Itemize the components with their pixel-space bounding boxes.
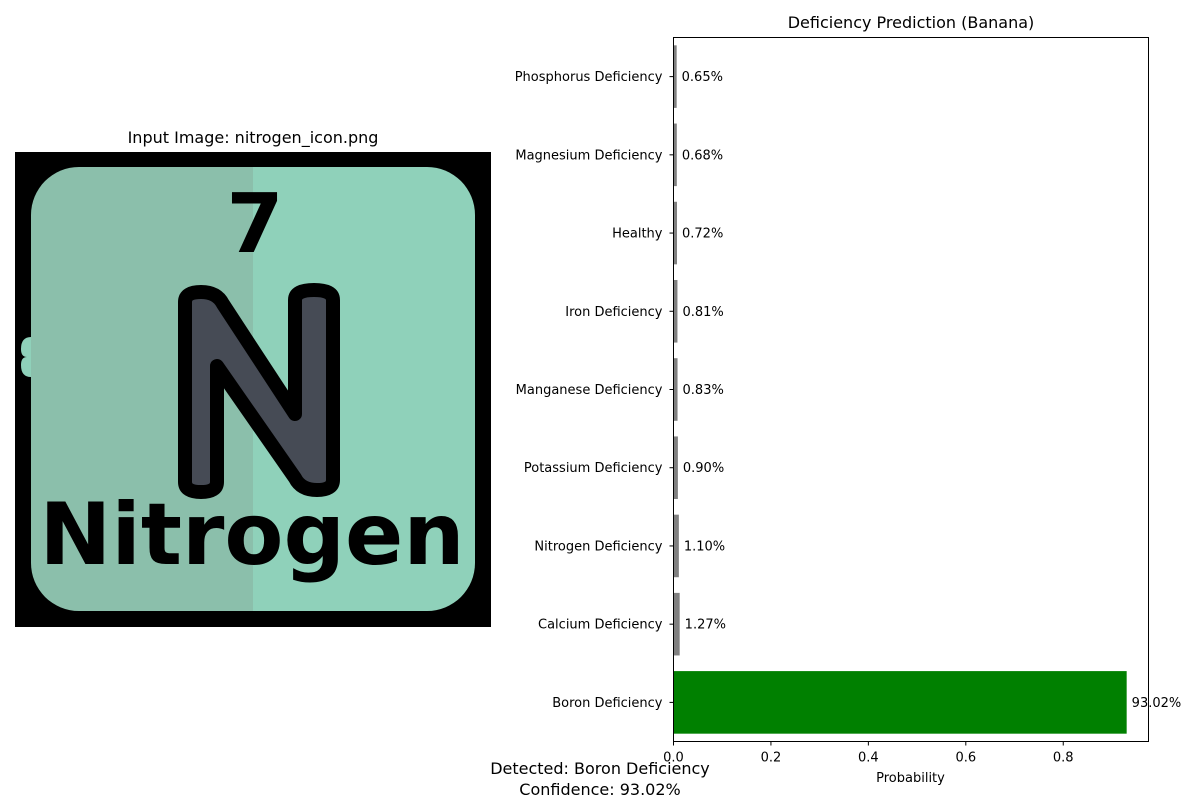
icon-element-name: Nitrogen [39, 485, 464, 585]
bar-value-label: 0.65% [682, 70, 723, 85]
bar [673, 201, 678, 265]
x-tick-label: 0.6 [955, 751, 976, 766]
y-tick-label: Potassium Deficiency [524, 461, 663, 476]
bar-value-label: 1.10% [684, 539, 725, 554]
x-tick-label: 0.4 [858, 751, 879, 766]
y-tick-label: Boron Deficiency [552, 696, 663, 711]
icon-left-notch [21, 337, 31, 377]
confidence-result: Confidence: 93.02% [519, 780, 681, 799]
icon-atomic-number: 7 [226, 177, 283, 272]
x-tick-label: 0.8 [1053, 751, 1074, 766]
bar-value-label: 0.81% [682, 305, 723, 320]
plot-frame [673, 37, 1149, 742]
bar-value-label: 0.72% [682, 227, 723, 242]
bar [673, 123, 677, 187]
nitrogen-element-icon: 7 Nitrogen [15, 152, 491, 627]
bar [673, 45, 677, 108]
y-tick-label: Iron Deficiency [565, 305, 663, 320]
bar-value-label: 0.68% [682, 148, 723, 163]
y-tick-label: Phosphorus Deficiency [515, 70, 663, 85]
y-tick-label: Calcium Deficiency [538, 618, 663, 633]
icon-tile-right-half [253, 167, 475, 611]
y-tick-label: Nitrogen Deficiency [534, 539, 662, 554]
y-tick-label: Healthy [612, 227, 663, 242]
bar-value-label: 1.27% [685, 618, 726, 633]
bar-value-label: 93.02% [1132, 696, 1182, 711]
x-axis-label: Probability [876, 771, 945, 786]
icon-letter-n [178, 283, 340, 499]
y-axis: Boron Deficiency Calcium Deficiency Nitrog… [515, 70, 674, 711]
y-tick-label: Manganese Deficiency [516, 383, 663, 398]
y-tick-label: Magnesium Deficiency [515, 148, 662, 163]
bar [673, 358, 678, 421]
bar [673, 279, 678, 343]
bar-value-label: 0.90% [683, 461, 724, 476]
bars-layer: 93.02% 1.27% 1.10% 0.90% 0.83% 0.81% 0.72% 0.68… [673, 45, 1182, 734]
bar-value-label: 0.83% [683, 383, 724, 398]
bar [673, 592, 680, 656]
bar [673, 671, 1127, 734]
chart-title: Deficiency Prediction (Banana) [787, 13, 1035, 32]
bar [673, 436, 678, 500]
icon-tile-left-half [31, 167, 253, 611]
input-image-title: Input Image: nitrogen_icon.png [127, 128, 379, 147]
bar [673, 514, 679, 578]
detected-result: Detected: Boron Deficiency [490, 759, 710, 778]
